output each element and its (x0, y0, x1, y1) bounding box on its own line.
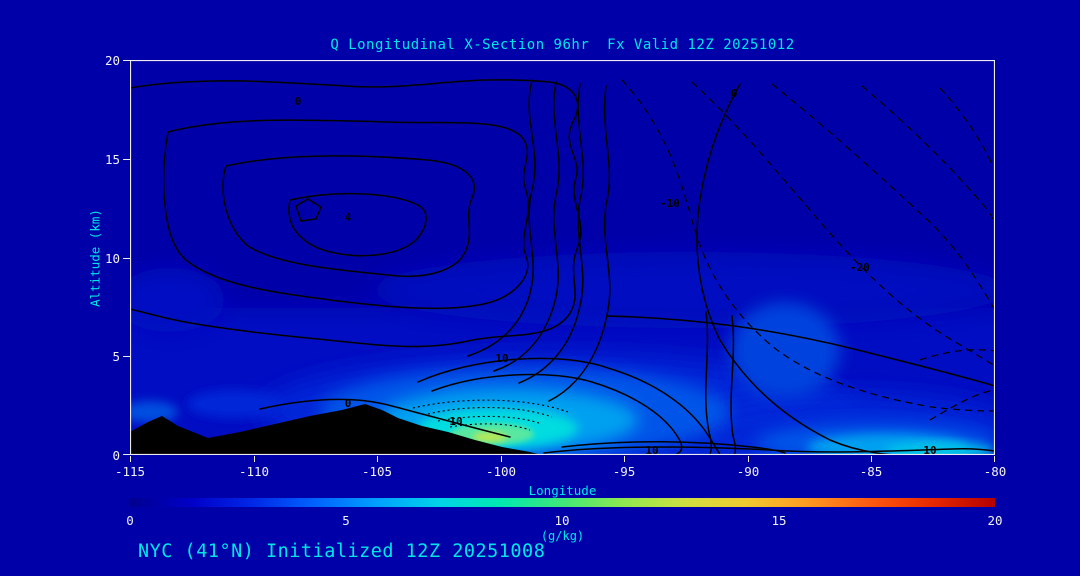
y-tick-label: 0 (112, 448, 120, 463)
plot-area: 0 4 0 -10 -20 10 0 10 10 10 (130, 60, 995, 455)
x-tick-label: -115 (114, 464, 146, 479)
x-tick-mark (748, 456, 749, 462)
x-tick-mark (994, 456, 995, 462)
contour-label: 10 (449, 415, 462, 428)
y-tick-mark (123, 159, 130, 160)
x-tick-mark (624, 456, 625, 462)
contour-label: 10 (645, 444, 658, 455)
x-tick-label: -85 (859, 464, 883, 479)
contour-label: 0 (731, 87, 738, 100)
contour-lines-solid (130, 79, 995, 455)
contour-lines-dotted (412, 399, 569, 431)
colorbar-tick-label: 5 (342, 513, 350, 528)
colorbar-gradient (130, 498, 995, 507)
y-tick-label: 5 (112, 349, 120, 364)
y-tick-mark (123, 454, 130, 455)
contour-label: 10 (923, 444, 936, 455)
y-tick-label: 15 (104, 152, 120, 167)
x-tick-mark (254, 456, 255, 462)
contour-label: 0 (345, 397, 352, 410)
contour-lines-dashed (621, 79, 995, 421)
cross-section-plot: 0 4 0 -10 -20 10 0 10 10 10 (130, 60, 995, 455)
page-title: Q Longitudinal X-Section 96hr Fx Valid 1… (330, 37, 795, 53)
colorbar-tick-label: 10 (554, 513, 570, 528)
contour-label: -10 (660, 197, 680, 210)
contour-label: 4 (345, 211, 352, 224)
humidity-fill-field (130, 252, 995, 455)
contour-label: 10 (495, 352, 508, 365)
x-tick-mark (377, 456, 378, 462)
x-tick-label: -110 (238, 464, 270, 479)
x-tick-label: -100 (485, 464, 517, 479)
contour-label: -20 (850, 261, 870, 274)
contour-labels: 0 4 0 -10 -20 10 0 10 10 10 (295, 87, 937, 455)
y-tick-label: 20 (104, 53, 120, 68)
y-tick-mark (123, 60, 130, 61)
y-tick-label: 10 (104, 251, 120, 266)
x-tick-mark (871, 456, 872, 462)
x-axis-label: Longitude (528, 483, 597, 498)
x-tick-label: -80 (983, 464, 1007, 479)
x-tick-mark (501, 456, 502, 462)
colorbar-tick-label: 0 (126, 513, 134, 528)
y-tick-mark (123, 356, 130, 357)
x-tick-label: -105 (361, 464, 393, 479)
x-tick-label: -95 (612, 464, 636, 479)
x-tick-label: -90 (736, 464, 760, 479)
run-info-label: NYC (41°N) Initialized 12Z 20251008 (138, 541, 546, 562)
y-tick-mark (123, 258, 130, 259)
contour-label: 0 (295, 95, 302, 108)
x-tick-mark (130, 456, 131, 462)
colorbar-tick-label: 15 (771, 513, 787, 528)
plot-frame (130, 60, 995, 455)
terrain-silhouette (130, 404, 542, 455)
colorbar-tick-label: 20 (987, 513, 1003, 528)
colorbar-units-label: (g/kg) (540, 529, 585, 543)
